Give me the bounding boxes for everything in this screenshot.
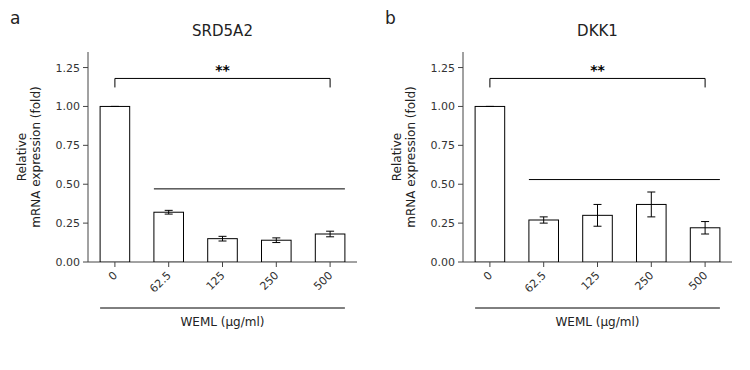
x-tick-label: 500 (311, 269, 335, 293)
error-bar (165, 210, 173, 214)
y-tick (458, 106, 463, 107)
x-tick (489, 262, 490, 267)
significance-bracket (115, 78, 330, 87)
y-tick (83, 184, 88, 185)
bar (208, 239, 238, 262)
x-tick-label: 0 (106, 269, 120, 283)
y-tick (458, 223, 463, 224)
error-bar (647, 192, 655, 217)
error-bar (111, 106, 119, 107)
y-tick-label: 0.75 (431, 139, 456, 152)
x-label-overline (475, 308, 720, 309)
x-label: WEML (μg/ml) (181, 315, 265, 329)
title: DKK1 (577, 22, 618, 40)
reference-line (529, 179, 720, 180)
y-tick-label: 0.75 (56, 139, 81, 152)
bar (100, 106, 130, 262)
y-label-line: Relative (15, 133, 29, 181)
y-label: RelativemRNA expression (fold) (390, 86, 418, 227)
y-tick (83, 106, 88, 107)
y-tick (458, 67, 463, 68)
chart-svg: aSRD5A20.000.250.500.751.001.25Relativem… (0, 0, 750, 370)
x-tick (276, 262, 277, 267)
y-label-line: mRNA expression (fold) (404, 86, 418, 227)
y-label-line: Relative (390, 133, 404, 181)
y-label: RelativemRNA expression (fold) (15, 86, 43, 227)
y-axis (463, 52, 464, 262)
y-tick-label: 1.00 (56, 100, 81, 113)
bar (529, 220, 559, 262)
reference-line (154, 188, 345, 189)
error-bar (594, 204, 602, 226)
y-tick (458, 184, 463, 185)
y-tick-label: 0.25 (431, 217, 456, 230)
x-tick (543, 262, 544, 267)
x-tick (651, 262, 652, 267)
y-tick (83, 67, 88, 68)
y-label-line: mRNA expression (fold) (29, 86, 43, 227)
bar (475, 106, 505, 262)
x-tick-label: 500 (686, 269, 710, 293)
x-tick-label: 0 (481, 269, 495, 283)
bar (262, 240, 292, 262)
x-tick-label: 62.5 (522, 269, 549, 296)
x-tick (330, 262, 331, 267)
y-tick-label: 0.50 (56, 178, 81, 191)
y-axis (88, 52, 89, 262)
x-tick-label: 62.5 (147, 269, 174, 296)
x-tick-label: 250 (632, 269, 656, 293)
x-tick (597, 262, 598, 267)
x-tick (222, 262, 223, 267)
error-bar (701, 222, 709, 234)
x-tick (168, 262, 169, 267)
significance-bracket (490, 78, 705, 87)
x-label: WEML (μg/ml) (556, 315, 640, 329)
y-tick (83, 262, 88, 263)
y-tick (83, 223, 88, 224)
x-tick-label: 125 (204, 269, 228, 293)
panel: b DKK1 0.00 0.25 0.50 0.75 1.00 1.25 RelativemRN… (385, 8, 732, 329)
page: {"chart_data": [ {"type": "bar", "title"… (0, 0, 750, 370)
x-tick (114, 262, 115, 267)
y-tick-label: 0.25 (56, 217, 81, 230)
y-tick-label: 0.00 (431, 256, 456, 269)
y-tick (458, 262, 463, 263)
bar (315, 234, 345, 262)
significance-label: ** (590, 62, 605, 78)
x-tick-label: 250 (257, 269, 281, 293)
y-tick (458, 145, 463, 146)
panel-label: b (385, 8, 396, 28)
bars (475, 106, 720, 262)
bar (154, 212, 184, 262)
y-tick-label: 1.25 (56, 62, 81, 75)
y-tick (83, 145, 88, 146)
x-tick (705, 262, 706, 267)
x-tick-label: 125 (579, 269, 603, 293)
chart-container: aSRD5A20.000.250.500.751.001.25Relativem… (0, 0, 750, 370)
error-bar (326, 231, 334, 237)
y-tick-label: 1.00 (431, 100, 456, 113)
error-bar (219, 236, 227, 241)
error-bar (272, 238, 280, 243)
bars (100, 106, 345, 262)
y-tick-label: 0.50 (431, 178, 456, 191)
error-bar (486, 106, 494, 107)
y-tick-label: 1.25 (431, 62, 456, 75)
x-label-overline (100, 308, 345, 309)
significance-label: ** (215, 62, 230, 78)
y-tick-label: 0.00 (56, 256, 81, 269)
panel: a SRD5A2 0.00 0.25 0.50 0.75 1.00 1.25 Relativem… (10, 8, 357, 329)
error-bar (540, 217, 548, 223)
panel-label: a (10, 8, 20, 28)
title: SRD5A2 (192, 22, 253, 40)
